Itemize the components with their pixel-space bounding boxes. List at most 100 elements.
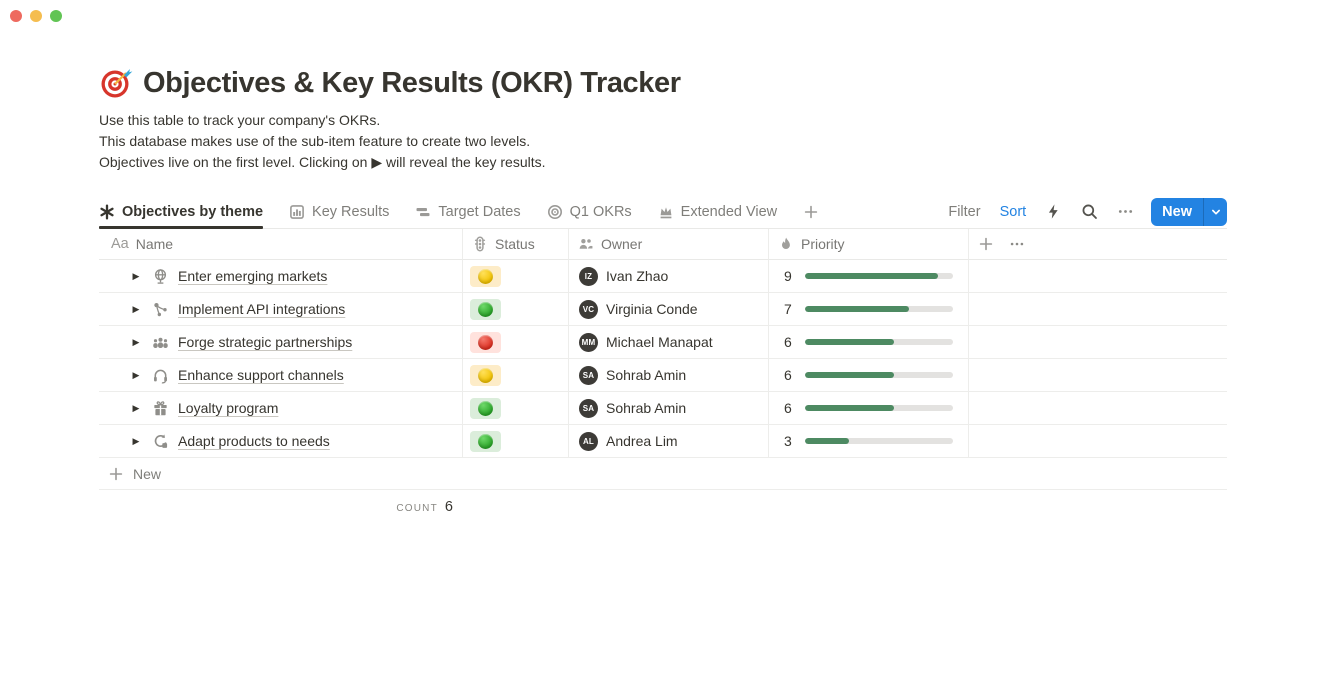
priority-cell[interactable]: 6 <box>769 326 969 359</box>
table-row: ▶ Enter emerging markets IZ Ivan Zhao 9 <box>99 260 1227 293</box>
row-icon <box>152 433 169 450</box>
expand-toggle-icon[interactable]: ▶ <box>132 435 140 446</box>
page-content: Objectives & Key Results (OKR) Tracker U… <box>99 66 1227 515</box>
owner-name: Virginia Conde <box>606 301 698 317</box>
tab-extended-view[interactable]: Extended View <box>658 195 777 228</box>
priority-cell[interactable]: 6 <box>769 392 969 425</box>
priority-bar-fill <box>805 273 939 279</box>
status-dot <box>478 268 493 284</box>
owner-cell[interactable]: SA Sohrab Amin <box>569 392 769 425</box>
priority-cell[interactable]: 3 <box>769 425 969 458</box>
count-value: 6 <box>444 499 453 515</box>
table-options-icon[interactable] <box>1009 236 1025 252</box>
tab-key-results[interactable]: Key Results <box>289 195 389 228</box>
row-title[interactable]: Forge strategic partnerships <box>178 334 353 350</box>
add-column-button[interactable] <box>978 236 994 252</box>
priority-bar <box>805 273 953 279</box>
priority-cell[interactable]: 6 <box>769 359 969 392</box>
filter-button[interactable]: Filter <box>948 203 981 220</box>
empty-cell <box>969 260 1227 293</box>
priority-bar-fill <box>805 438 850 444</box>
tab-label: Extended View <box>680 203 778 220</box>
row-title[interactable]: Enhance support channels <box>178 367 344 383</box>
table-row: ▶ Enhance support channels SA Sohrab Ami… <box>99 359 1227 392</box>
priority-cell[interactable]: 7 <box>769 293 969 326</box>
owner-name: Ivan Zhao <box>606 268 669 284</box>
database-toolbar: Filter Sort New <box>948 197 1227 226</box>
more-options-icon[interactable] <box>1117 203 1134 220</box>
row-title[interactable]: Loyalty program <box>178 400 279 416</box>
new-button-label[interactable]: New <box>1162 203 1192 220</box>
expand-toggle-icon[interactable]: ▶ <box>132 270 140 281</box>
owner-cell[interactable]: IZ Ivan Zhao <box>569 260 769 293</box>
expand-toggle-icon[interactable]: ▶ <box>132 303 140 314</box>
page-title: Objectives & Key Results (OKR) Tracker <box>143 66 681 99</box>
status-cell[interactable] <box>463 392 569 425</box>
plus-icon <box>803 204 819 220</box>
priority-cell[interactable]: 9 <box>769 260 969 293</box>
status-dot <box>478 334 493 350</box>
owner-cell[interactable]: AL Andrea Lim <box>569 425 769 458</box>
tab-target-dates[interactable]: Target Dates <box>415 195 521 228</box>
row-title[interactable]: Enter emerging markets <box>178 268 328 284</box>
owner-name: Sohrab Amin <box>606 367 687 383</box>
tab-q1-okrs[interactable]: Q1 OKRs <box>547 195 632 228</box>
tab-label: Objectives by theme <box>122 203 264 220</box>
count-calculation[interactable]: COUNT 6 <box>99 499 463 515</box>
table-row: ▶ Loyalty program SA Sohrab Amin 6 <box>99 392 1227 425</box>
window-controls <box>10 10 62 22</box>
priority-value: 7 <box>784 301 792 317</box>
priority-bar-fill <box>805 306 909 312</box>
target-icon <box>547 204 563 220</box>
page-header: Objectives & Key Results (OKR) Tracker <box>99 66 1227 100</box>
status-cell[interactable] <box>463 425 569 458</box>
empty-cell <box>969 359 1227 392</box>
status-cell[interactable] <box>463 326 569 359</box>
owner-avatar: MM <box>579 332 598 352</box>
expand-toggle-icon[interactable]: ▶ <box>132 402 140 413</box>
search-icon[interactable] <box>1081 203 1098 220</box>
people-icon <box>578 236 594 252</box>
status-cell[interactable] <box>463 260 569 293</box>
row-icon <box>152 367 169 384</box>
column-header-priority[interactable]: Priority <box>769 229 969 260</box>
owner-cell[interactable]: SA Sohrab Amin <box>569 359 769 392</box>
column-label: Priority <box>801 236 845 252</box>
row-title[interactable]: Adapt products to needs <box>178 433 330 449</box>
status-cell[interactable] <box>463 359 569 392</box>
new-button-dropdown[interactable] <box>1203 197 1227 226</box>
owner-avatar: IZ <box>579 266 598 286</box>
owner-name: Michael Manapat <box>606 334 713 350</box>
row-title[interactable]: Implement API integrations <box>178 301 346 317</box>
sort-button[interactable]: Sort <box>999 203 1027 220</box>
zoom-window-button[interactable] <box>50 10 62 22</box>
minimize-window-button[interactable] <box>30 10 42 22</box>
asterisk-icon <box>99 203 115 220</box>
add-view-button[interactable] <box>803 204 819 220</box>
view-tab-bar: Objectives by theme Key Results Target D… <box>99 195 1227 229</box>
chart-icon <box>289 204 305 220</box>
status-cell[interactable] <box>463 293 569 326</box>
status-pill <box>470 298 501 320</box>
status-dot <box>478 400 493 416</box>
column-header-owner[interactable]: Owner <box>569 229 769 260</box>
owner-cell[interactable]: MM Michael Manapat <box>569 326 769 359</box>
status-pill <box>470 397 501 419</box>
expand-toggle-icon[interactable]: ▶ <box>132 369 140 380</box>
priority-value: 6 <box>784 400 792 416</box>
column-header-name[interactable]: Aa Name <box>99 229 463 260</box>
tab-objectives-by-theme[interactable]: Objectives by theme <box>99 195 264 229</box>
new-row-button[interactable]: New <box>99 458 1227 490</box>
empty-cell <box>969 392 1227 425</box>
tab-label: Key Results <box>312 203 390 220</box>
column-header-status[interactable]: Status <box>463 229 569 260</box>
lightning-icon[interactable] <box>1045 203 1062 220</box>
owner-name: Sohrab Amin <box>606 400 687 416</box>
close-window-button[interactable] <box>10 10 22 22</box>
expand-toggle-icon[interactable]: ▶ <box>132 336 140 347</box>
tab-label: Target Dates <box>438 203 521 220</box>
row-icon <box>152 301 169 318</box>
new-button[interactable]: New <box>1151 197 1227 226</box>
owner-cell[interactable]: VC Virginia Conde <box>569 293 769 326</box>
description-line: This database makes use of the sub-item … <box>99 133 531 149</box>
